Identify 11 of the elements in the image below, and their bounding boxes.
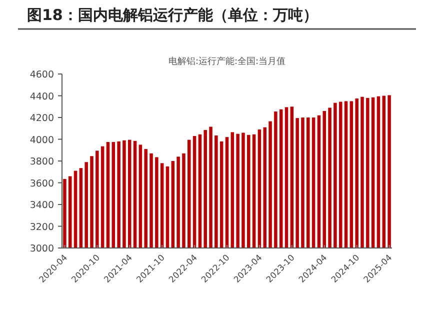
y-tick-label: 4600 [30,70,54,80]
y-tick-label: 4000 [30,134,54,146]
chart-title: 图18：国内电解铝运行产能（单位：万吨） [27,6,318,24]
y-tick-label: 3400 [30,200,54,211]
y-tick-label: 3600 [30,178,54,190]
chart-subtitle: 电解铝:运行产能:全国:当月值 [168,56,286,67]
y-tick-label: 4400 [30,91,54,102]
y-tick-label: 3200 [30,222,54,233]
y-tick-label: 4200 [30,113,54,124]
y-tick-label: 3000 [30,244,54,254]
y-tick-label: 3800 [30,156,54,168]
